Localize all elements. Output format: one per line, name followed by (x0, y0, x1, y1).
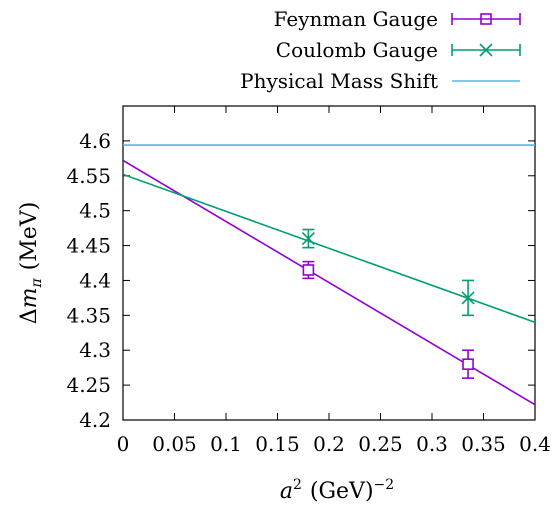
legend-label-physical: Physical Mass Shift (240, 69, 438, 93)
y-tick-label: 4.6 (79, 129, 111, 153)
point-feynman-gauge (302, 260, 315, 280)
x-tick-label: 0.2 (313, 432, 345, 456)
y-tick-label: 4.45 (66, 234, 111, 258)
y-tick-label: 4.3 (79, 338, 111, 362)
x-tick-label: 0.1 (210, 432, 242, 456)
y-tick-label: 4.5 (79, 199, 111, 223)
x-tick-label: 0.4 (519, 432, 551, 456)
legend-label-coulomb: Coulomb Gauge (276, 38, 438, 62)
x-tick-label: 0.25 (358, 432, 403, 456)
point-coulomb-gauge (461, 279, 475, 317)
legend-sample-feynman (451, 13, 521, 25)
point-feynman-gauge (462, 349, 475, 379)
fit-line-coulomb-gauge (123, 173, 535, 324)
x-axis: 0 0.05 0.1 0.15 0.2 0.25 0.3 0.35 0.4 (117, 106, 551, 456)
y-axis-title: Δmπ(MeV) (17, 202, 45, 325)
legend-sample-coulomb (451, 43, 521, 57)
y-tick-label: 4.2 (79, 408, 111, 432)
point-coulomb-gauge (301, 228, 315, 249)
marker-x (461, 291, 475, 305)
y-tick-label: 4.55 (66, 164, 111, 188)
marker-square (462, 358, 474, 370)
data-points (301, 228, 475, 379)
y-axis: 4.2 4.25 4.3 4.35 4.4 4.45 4.5 4.55 4.6 (66, 129, 535, 432)
x-tick-label: 0 (117, 432, 130, 456)
y-tick-label: 4.4 (79, 268, 111, 292)
legend: Feynman Gauge Coulomb Gauge Physical Mas… (240, 7, 521, 93)
legend-label-feynman: Feynman Gauge (274, 7, 438, 31)
x-tick-label: 0.35 (461, 432, 506, 456)
x-tick-label: 0.3 (416, 432, 448, 456)
marker-x (301, 232, 315, 246)
marker-square (302, 264, 315, 276)
y-tick-label: 4.35 (66, 303, 111, 327)
x-tick-label: 0.05 (152, 432, 197, 456)
plot-frame (122, 105, 536, 421)
y-tick-label: 4.25 (66, 373, 111, 397)
x-tick-label: 0.15 (255, 432, 300, 456)
x-axis-title: a2 (GeV)−2 (280, 477, 394, 504)
